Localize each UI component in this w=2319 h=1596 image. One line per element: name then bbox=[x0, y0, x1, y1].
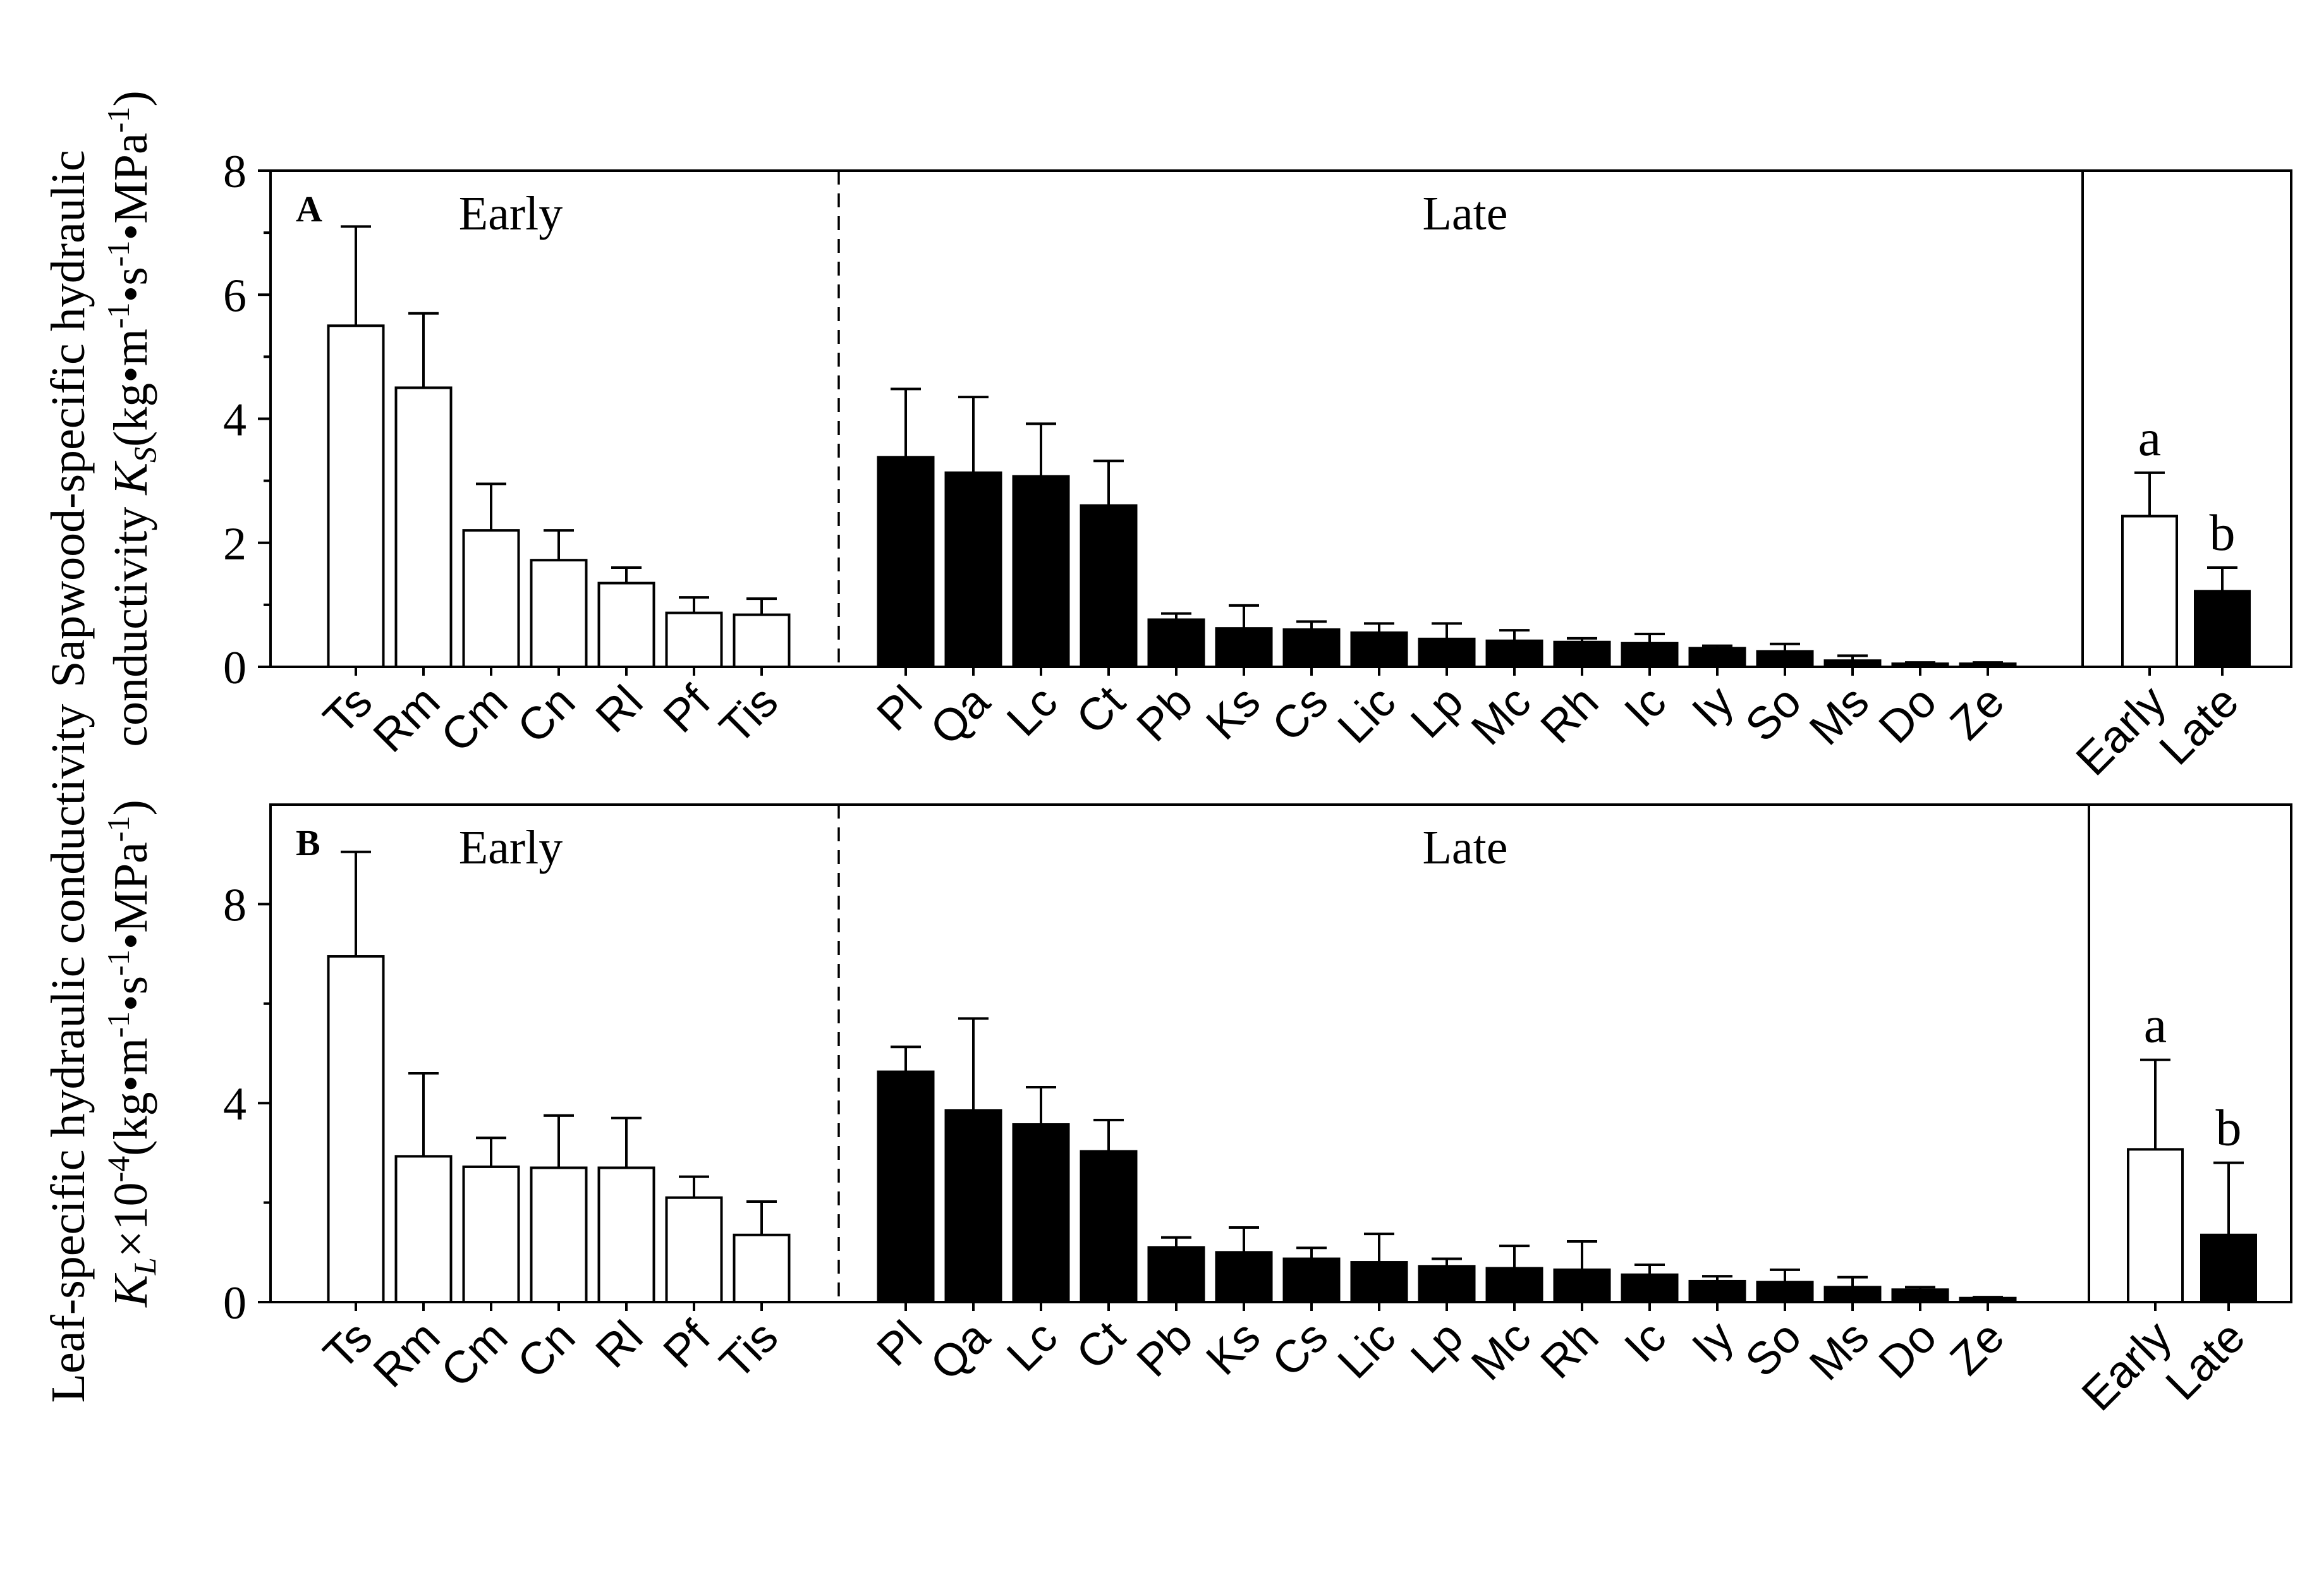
y-axis-label-line1: Sapwood-specific hydraulic bbox=[42, 150, 95, 688]
bar-ic bbox=[1621, 1273, 1679, 1303]
bar-iy bbox=[1688, 647, 1746, 668]
y-tick-label: 4 bbox=[223, 394, 247, 446]
y-axis-label-line1: Leaf-specific hydraulic conductivity bbox=[42, 704, 95, 1403]
y-tick-label: 8 bbox=[223, 879, 247, 931]
bar-ic bbox=[1621, 642, 1679, 669]
bar-tis bbox=[733, 613, 791, 669]
bar-rh bbox=[1553, 1268, 1611, 1303]
bar-ze bbox=[1959, 1296, 2017, 1304]
ylabel-variable: K bbox=[104, 1273, 157, 1308]
y-tick-label: 4 bbox=[223, 1078, 247, 1130]
ylabel-exponent: -1 bbox=[100, 815, 136, 842]
panel-letter: B bbox=[296, 822, 320, 863]
bar-mc bbox=[1485, 639, 1543, 668]
significance-letter-a: a bbox=[2138, 409, 2161, 466]
ylabel-prefix: conductivity bbox=[104, 495, 157, 747]
bar-ts bbox=[327, 324, 385, 668]
ylabel-variable: K bbox=[104, 461, 157, 496]
bar-ms bbox=[1823, 659, 1882, 668]
y-tick-label: 0 bbox=[223, 642, 247, 694]
ylabel-units-mpa: •MPa bbox=[104, 842, 157, 949]
bar-pf bbox=[665, 1196, 723, 1303]
bar-tis bbox=[733, 1233, 791, 1304]
y-tick-label: 8 bbox=[223, 146, 247, 198]
ylabel-units-s: •s bbox=[104, 976, 157, 1011]
bar-so bbox=[1756, 1281, 1814, 1304]
bar-rm bbox=[394, 1155, 453, 1304]
bar-do bbox=[1891, 1288, 1949, 1303]
significance-letter-b: b bbox=[2210, 504, 2236, 561]
ylabel-units: (kg•m bbox=[104, 329, 157, 447]
group-label-late: Late bbox=[1422, 821, 1507, 874]
ylabel-exponent: -1 bbox=[100, 240, 136, 267]
bar-summary-early bbox=[2121, 515, 2178, 669]
bar-so bbox=[1756, 650, 1814, 668]
bar-cn bbox=[530, 559, 588, 668]
bar-pb bbox=[1147, 618, 1205, 668]
bar-lc bbox=[1012, 1123, 1070, 1304]
group-label-early: Early bbox=[459, 187, 563, 240]
bar-ks bbox=[1215, 1251, 1273, 1304]
ylabel-units-mpa: •MPa bbox=[104, 133, 157, 240]
bar-pb bbox=[1147, 1246, 1205, 1304]
ylabel-subscript: S bbox=[127, 447, 162, 463]
bar-summary-late bbox=[2200, 1233, 2257, 1304]
bar-lc bbox=[1012, 475, 1070, 668]
bar-rh bbox=[1553, 640, 1611, 668]
bar-qa bbox=[944, 1109, 1002, 1303]
bar-cm bbox=[462, 1165, 520, 1304]
ylabel-power: -4 bbox=[100, 1156, 136, 1183]
bar-lic bbox=[1350, 631, 1408, 668]
significance-letter-a: a bbox=[2144, 996, 2167, 1054]
bar-ze bbox=[1959, 662, 2017, 668]
ylabel-units-close: ) bbox=[104, 800, 157, 815]
ylabel-units-close: ) bbox=[104, 90, 157, 106]
bar-iy bbox=[1688, 1279, 1746, 1304]
ylabel-subscript: L bbox=[127, 1257, 162, 1276]
bar-cs bbox=[1282, 1257, 1341, 1304]
bar-lic bbox=[1350, 1261, 1408, 1304]
bar-rm bbox=[394, 386, 453, 668]
bar-lp bbox=[1418, 637, 1476, 668]
bar-do bbox=[1891, 662, 1949, 668]
y-tick-label: 0 bbox=[223, 1277, 247, 1329]
group-label-late: Late bbox=[1422, 187, 1507, 240]
bar-lp bbox=[1418, 1265, 1476, 1304]
bar-ct bbox=[1080, 504, 1138, 668]
bar-ms bbox=[1823, 1286, 1882, 1304]
y-tick-label: 2 bbox=[223, 518, 247, 570]
y-axis-label-line2: conductivity KS(kg•m-1•s-1•MPa-1) bbox=[100, 90, 162, 746]
bar-pl bbox=[877, 1070, 935, 1304]
bar-rl bbox=[597, 582, 655, 668]
bar-summary-late bbox=[2194, 590, 2251, 668]
ylabel-exponent: -1 bbox=[100, 1011, 136, 1038]
bar-cn bbox=[530, 1166, 588, 1304]
bar-mc bbox=[1485, 1267, 1543, 1304]
ylabel-exponent: -1 bbox=[100, 107, 136, 133]
bar-cm bbox=[462, 529, 520, 668]
ylabel-exponent: -1 bbox=[100, 949, 136, 976]
bar-pf bbox=[665, 611, 723, 668]
bar-ct bbox=[1080, 1150, 1138, 1303]
ylabel-units-s: •s bbox=[104, 267, 157, 302]
bar-ks bbox=[1215, 627, 1273, 668]
bar-cs bbox=[1282, 628, 1341, 668]
panel-letter: A bbox=[296, 188, 322, 229]
y-tick-label: 6 bbox=[223, 270, 247, 322]
ylabel-units: (kg•m bbox=[104, 1038, 157, 1156]
significance-letter-b: b bbox=[2216, 1099, 2242, 1157]
ylabel-times: ×10 bbox=[104, 1182, 157, 1257]
group-label-early: Early bbox=[459, 821, 563, 874]
plot-frame bbox=[269, 803, 2292, 1303]
bar-ts bbox=[327, 955, 385, 1304]
bar-rl bbox=[597, 1166, 655, 1304]
bar-pl bbox=[877, 456, 935, 669]
bar-qa bbox=[944, 471, 1002, 669]
ylabel-exponent: -1 bbox=[100, 302, 136, 329]
bar-summary-early bbox=[2127, 1148, 2184, 1303]
y-axis-label-line2: KL×10-4(kg•m-1•s-1•MPa-1) bbox=[100, 800, 162, 1308]
